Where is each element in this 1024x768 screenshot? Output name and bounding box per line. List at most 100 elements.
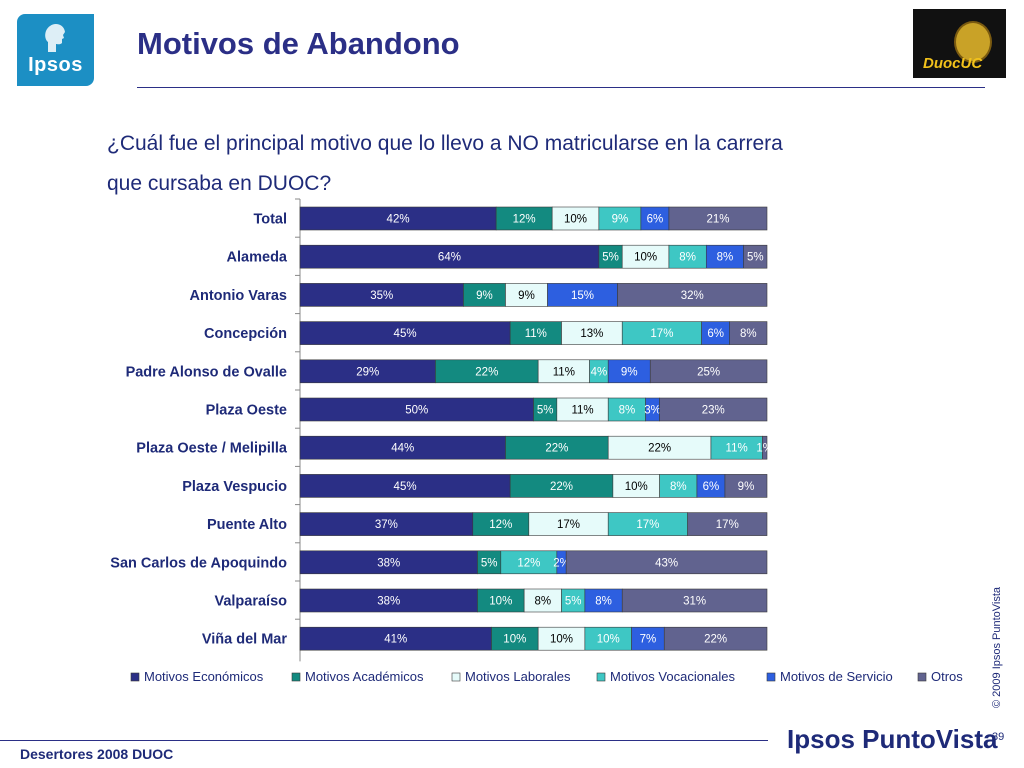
data-label: 11%	[525, 328, 547, 340]
data-label: 42%	[387, 214, 410, 226]
category-label: Total	[253, 212, 287, 228]
data-label: 12%	[489, 519, 512, 531]
footer-divider	[0, 740, 768, 741]
ipsos-logo-text: Ipsos	[28, 54, 83, 76]
legend-label: Motivos Laborales	[465, 669, 571, 684]
data-label: 45%	[394, 481, 417, 493]
duoc-logo: DuocUC	[913, 9, 1006, 78]
legend-swatch	[596, 672, 606, 682]
data-label: 10%	[550, 634, 573, 646]
category-label: Plaza Oeste / Melipilla	[136, 441, 288, 457]
data-label: 11%	[726, 443, 748, 455]
legend-swatch	[766, 672, 776, 682]
legend-label: Motivos Vocacionales	[610, 669, 736, 684]
bar-segment	[743, 244, 768, 269]
data-label: 29%	[356, 366, 379, 378]
data-label: 11%	[571, 405, 593, 417]
data-label: 23%	[702, 405, 725, 417]
data-label: 5%	[537, 405, 554, 417]
bar-segment	[724, 474, 768, 498]
data-label: 8%	[670, 481, 687, 493]
data-label: 6%	[647, 214, 664, 226]
page-number: 39	[992, 731, 1005, 743]
category-label: Viña del Mar	[202, 632, 288, 648]
legend-swatch	[917, 672, 927, 682]
category-label: Puente Alto	[207, 517, 287, 533]
data-label: 9%	[738, 481, 755, 493]
data-label: 17%	[636, 519, 659, 531]
stacked-bar-chart: Total 42% 12% 10% 9% 6% 21% Alameda 64% 5% 10% 8% 8%…	[110, 198, 963, 684]
data-label: 22%	[550, 481, 573, 493]
page-title: Motivos de Abandono	[137, 26, 460, 61]
data-label: 41%	[384, 634, 407, 646]
data-label: 5%	[602, 252, 619, 264]
data-label: 10%	[503, 634, 526, 646]
data-label: 21%	[706, 214, 729, 226]
data-label: 10%	[597, 634, 620, 646]
data-label: 22%	[545, 443, 568, 455]
category-label: Concepción	[204, 326, 287, 342]
bar-segment	[621, 588, 768, 613]
data-label: 6%	[707, 328, 724, 340]
data-label: 22%	[704, 634, 727, 646]
data-label: 10%	[489, 596, 512, 608]
data-label: 31%	[683, 596, 706, 608]
legend-label: Motivos de Servicio	[780, 669, 893, 684]
data-label: 10%	[634, 252, 657, 264]
data-label: 13%	[580, 328, 603, 340]
data-label: 8%	[717, 252, 734, 264]
data-label: 1%	[756, 443, 773, 455]
data-label: 35%	[370, 290, 393, 302]
data-label: 2%	[553, 557, 570, 569]
bar-segment	[729, 321, 768, 345]
data-label: 38%	[377, 557, 400, 569]
data-label: 37%	[375, 519, 398, 531]
data-label: 43%	[655, 557, 678, 569]
bar-segment	[649, 359, 768, 384]
data-label: 5%	[565, 596, 582, 608]
data-label: 8%	[535, 596, 552, 608]
data-label: 4%	[591, 366, 608, 378]
category-label: Padre Alonso de Ovalle	[126, 364, 287, 380]
data-label: 8%	[595, 596, 612, 608]
duoc-seal-icon	[954, 21, 992, 63]
legend-label: Motivos Académicos	[305, 669, 424, 684]
data-label: 44%	[391, 443, 414, 455]
data-label: 45%	[394, 328, 417, 340]
bar-segment	[617, 283, 768, 307]
legend-label: Otros	[931, 669, 963, 684]
data-label: 10%	[564, 214, 587, 226]
data-label: 17%	[650, 328, 673, 340]
data-label: 9%	[518, 290, 535, 302]
bar-segment	[565, 550, 768, 575]
duoc-logo-text: DuocUC	[923, 55, 983, 72]
data-label: 8%	[679, 252, 696, 264]
data-label: 64%	[438, 252, 461, 264]
data-label: 9%	[621, 366, 638, 378]
data-label: 32%	[681, 290, 704, 302]
legend-swatch	[130, 672, 140, 682]
category-label: San Carlos de Apoquindo	[110, 555, 287, 571]
copyright-text: © 2009 Ipsos PuntoVista	[991, 586, 1003, 708]
legend-label: Motivos Económicos	[144, 669, 264, 684]
legend-swatch	[291, 672, 301, 682]
bar-segment	[663, 626, 768, 651]
bar-segment	[668, 206, 768, 231]
data-label: 12%	[517, 557, 540, 569]
data-label: 22%	[648, 443, 671, 455]
bar-segment	[762, 435, 768, 460]
data-label: 25%	[697, 366, 720, 378]
data-label: 8%	[740, 328, 757, 340]
data-label: 17%	[716, 519, 739, 531]
category-label: Plaza Vespucio	[182, 479, 287, 495]
data-label: 5%	[481, 557, 498, 569]
data-label: 8%	[619, 405, 636, 417]
data-label: 11%	[553, 366, 575, 378]
ipsos-logo: Ipsos	[17, 14, 94, 86]
data-label: 9%	[612, 214, 629, 226]
data-label: 15%	[571, 290, 594, 302]
survey-question: ¿Cuál fue el principal motivo que lo lle…	[107, 132, 783, 195]
legend-swatch	[451, 672, 461, 682]
category-label: Alameda	[227, 250, 288, 266]
bar-segment	[687, 512, 768, 536]
